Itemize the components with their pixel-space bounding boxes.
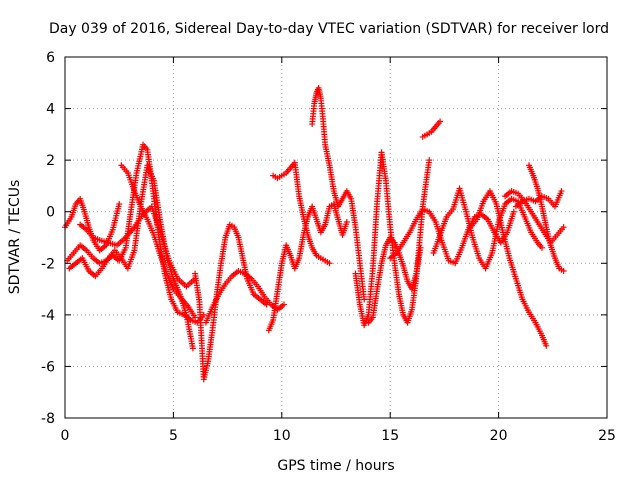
data-point <box>510 208 517 215</box>
data-point <box>437 118 444 125</box>
y-tick-label: -8 <box>41 411 55 427</box>
x-tick-label: 0 <box>61 428 70 444</box>
x-tick-label: 15 <box>381 428 399 444</box>
y-tick-label: -2 <box>41 256 55 272</box>
chart-title: Day 039 of 2016, Sidereal Day-to-day VTE… <box>49 21 609 37</box>
series-arc-08 <box>265 200 350 334</box>
y-tick-label: -4 <box>41 308 55 324</box>
grid-lines <box>65 57 607 418</box>
data-point <box>326 260 333 267</box>
data-marks <box>62 84 567 383</box>
series-arc-12 <box>365 234 424 326</box>
y-tick-label: 4 <box>46 102 55 118</box>
x-axis-label: GPS time / hours <box>277 458 394 474</box>
data-point <box>189 345 196 352</box>
axis-ticks: 0 5 10 15 20 25 -8 -6 -4 -2 0 2 4 6 <box>41 50 616 444</box>
y-tick-label: 2 <box>46 153 55 169</box>
series-arc-13 <box>419 118 444 140</box>
series-arc-10 <box>309 84 368 303</box>
series-arc-18 <box>525 162 567 275</box>
x-tick-label: 10 <box>273 428 291 444</box>
y-tick-label: -6 <box>41 359 55 375</box>
data-point <box>280 301 287 308</box>
data-point <box>343 219 350 226</box>
series-arc-17 <box>502 188 567 246</box>
data-point <box>558 188 565 195</box>
data-point <box>560 224 567 231</box>
data-point <box>116 200 123 207</box>
series-arc-06 <box>192 221 270 383</box>
y-tick-label: 6 <box>46 50 55 66</box>
data-point <box>417 244 424 251</box>
data-point <box>560 268 567 275</box>
data-point <box>543 342 550 349</box>
series-arc-05 <box>77 203 199 290</box>
data-point <box>538 244 545 251</box>
x-tick-label: 5 <box>169 428 178 444</box>
series-arc-07 <box>202 268 287 326</box>
series-arc-04 <box>118 162 199 321</box>
x-tick-label: 25 <box>598 428 616 444</box>
y-tick-label: 0 <box>46 205 55 221</box>
x-tick-label: 20 <box>490 428 508 444</box>
y-axis-label: SDTVAR / TECUs <box>7 180 23 295</box>
data-point <box>426 157 433 164</box>
series-arc-16 <box>467 188 550 349</box>
data-point <box>361 296 368 303</box>
series-arc-11 <box>352 149 433 329</box>
series-arc-09 <box>270 159 333 267</box>
plot-frame <box>64 56 608 419</box>
data-point <box>192 314 199 321</box>
series-arc-19 <box>512 188 565 210</box>
